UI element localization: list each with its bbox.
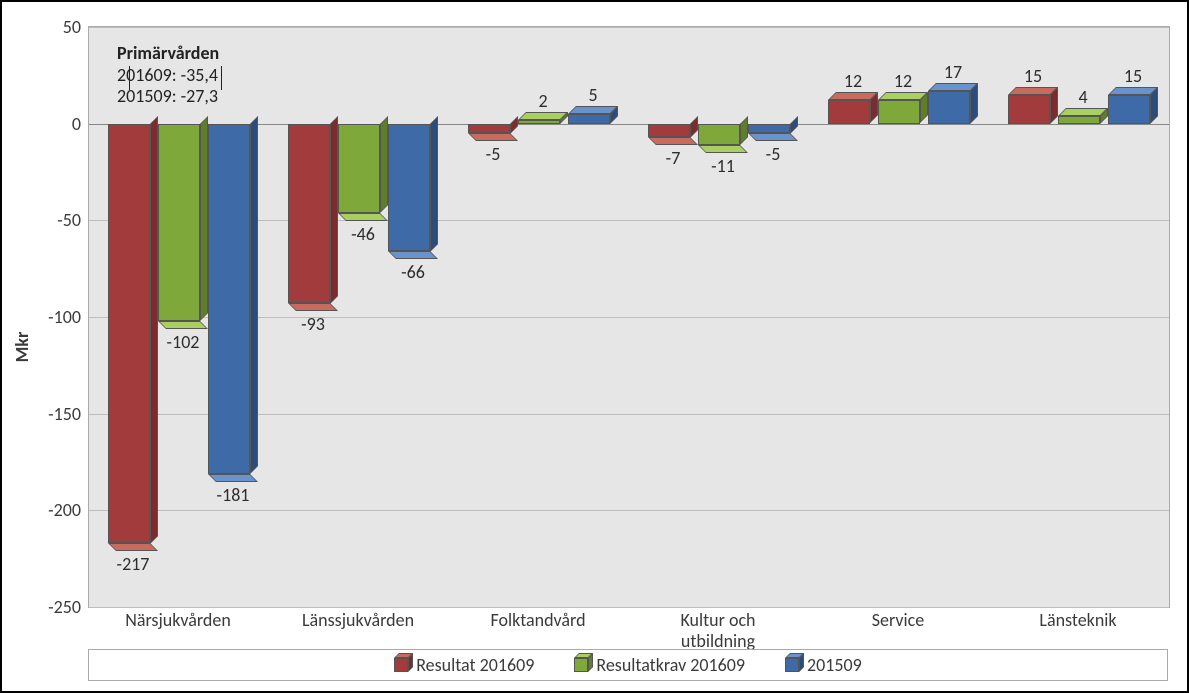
- bar: [288, 124, 330, 304]
- legend-item: 201509: [785, 654, 862, 676]
- data-label: 17: [944, 61, 962, 83]
- category-label: Service: [808, 610, 988, 631]
- legend-item: Resultat 201609: [394, 654, 534, 676]
- bar: [748, 124, 790, 134]
- bar: [698, 124, 740, 145]
- category-label: Folktandvård: [448, 610, 628, 631]
- bar: [648, 124, 690, 138]
- bar: [468, 124, 510, 134]
- data-label: 4: [1078, 86, 1087, 108]
- bar: [518, 120, 560, 124]
- y-tick-label: -250: [48, 596, 89, 618]
- bar: [568, 114, 610, 124]
- y-tick-label: -200: [48, 499, 89, 521]
- annotation-handle: [129, 66, 130, 90]
- annotation-line-1: 201509: -27,3: [117, 86, 219, 108]
- gridline: [89, 510, 1169, 511]
- legend-swatch: [394, 658, 408, 672]
- legend-label: Resultatkrav 201609: [596, 654, 745, 676]
- legend-swatch: [574, 658, 588, 672]
- data-label: 2: [538, 90, 547, 112]
- y-tick-label: 0: [72, 113, 89, 135]
- y-tick-label: -100: [48, 306, 89, 328]
- data-label: -5: [766, 143, 781, 165]
- y-axis-title: Mkr: [11, 331, 33, 362]
- bar: [338, 124, 380, 213]
- chart-annotation: Primärvården 201609: -35,4 201509: -27,3: [117, 43, 219, 108]
- annotation-handle: [221, 66, 222, 90]
- data-label: 15: [1124, 65, 1142, 87]
- bar: [1008, 95, 1050, 124]
- annotation-title: Primärvården: [117, 43, 219, 65]
- y-tick-label: 50: [63, 16, 89, 38]
- data-label: -66: [401, 261, 425, 283]
- data-label: -217: [117, 553, 150, 575]
- category-label: Länsteknik: [988, 610, 1168, 631]
- plot-area: Primärvården 201609: -35,4 201509: -27,3…: [88, 26, 1170, 608]
- legend-label: 201509: [807, 654, 862, 676]
- data-label: 12: [844, 70, 862, 92]
- data-label: -5: [486, 143, 501, 165]
- bar: [928, 91, 970, 124]
- data-label: 5: [588, 84, 597, 106]
- data-label: -181: [217, 484, 250, 506]
- data-label: 15: [1024, 65, 1042, 87]
- gridline: [89, 27, 1169, 28]
- bar: [108, 124, 150, 544]
- bar: [388, 124, 430, 252]
- category-label: Kultur ochutbildning: [628, 610, 808, 651]
- bar: [158, 124, 200, 321]
- chart-outer-frame: Mkr Primärvården 201609: -35,4 201509: -…: [0, 0, 1189, 693]
- data-label: -11: [711, 155, 735, 177]
- data-label: -7: [666, 147, 681, 169]
- category-label: Närsjukvården: [88, 610, 268, 631]
- gridline: [89, 607, 1169, 608]
- category-label: Länssjukvården: [268, 610, 448, 631]
- bar: [208, 124, 250, 474]
- bar: [878, 100, 920, 123]
- chart-frame: Mkr Primärvården 201609: -35,4 201509: -…: [8, 8, 1181, 685]
- annotation-line-0: 201609: -35,4: [117, 65, 219, 87]
- y-tick-label: -50: [57, 209, 89, 231]
- data-label: 12: [894, 70, 912, 92]
- bar: [1108, 95, 1150, 124]
- bar: [828, 100, 870, 123]
- legend-label: Resultat 201609: [416, 654, 534, 676]
- data-label: -93: [301, 313, 325, 335]
- y-tick-label: -150: [48, 403, 89, 425]
- legend: Resultat 201609 Resultatkrav 201609 201509: [88, 649, 1168, 681]
- legend-swatch: [785, 658, 799, 672]
- bar: [1058, 116, 1100, 124]
- data-label: -46: [351, 223, 375, 245]
- legend-item: Resultatkrav 201609: [574, 654, 745, 676]
- data-label: -102: [167, 331, 200, 353]
